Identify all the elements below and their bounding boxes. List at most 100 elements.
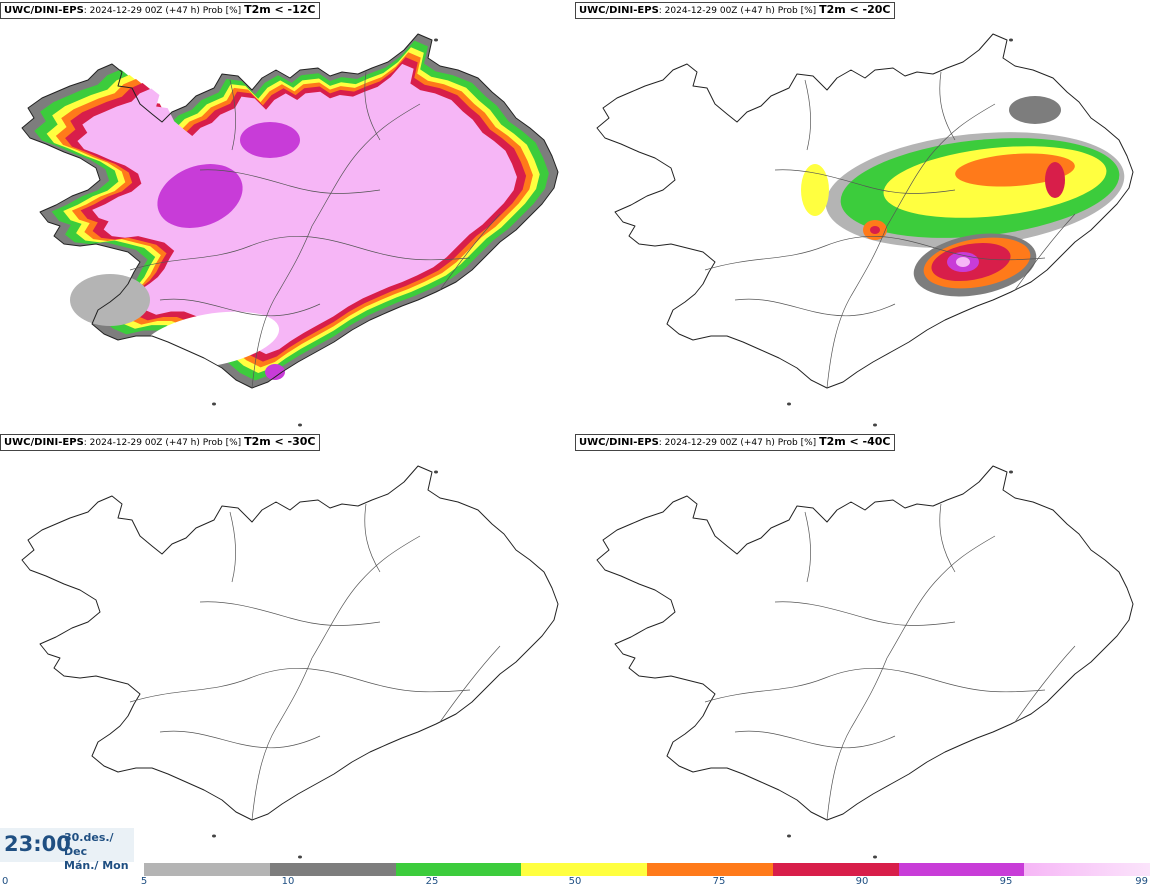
region-boundary xyxy=(199,601,381,626)
coastline-outline xyxy=(21,465,559,821)
run-info: 2024-12-29 00Z (+47 h) Prob [%] xyxy=(664,6,817,16)
colorbar-segment xyxy=(269,863,396,876)
colorbar-tick-label: 10 xyxy=(281,876,295,887)
date-label: 30.des./ Dec xyxy=(64,831,114,858)
colorbar-tick-label: 75 xyxy=(712,876,726,887)
probability-core xyxy=(276,168,324,192)
colorbar-segment xyxy=(898,863,1025,876)
colorbar-segment xyxy=(521,863,647,876)
model-name: UWC/DINI-EPS xyxy=(4,5,84,16)
probability-field xyxy=(801,96,1125,297)
colorbar-segment xyxy=(395,863,522,876)
run-info: 2024-12-29 00Z (+47 h) Prob [%] xyxy=(89,438,242,448)
region-boundary xyxy=(826,657,888,821)
island xyxy=(212,834,216,838)
region-boundary xyxy=(1014,645,1076,723)
coastline-outline xyxy=(596,33,1134,389)
region-boundary xyxy=(804,79,811,151)
threshold-label: T2m < -20C xyxy=(819,3,891,16)
day-label: Mán./ Mon xyxy=(64,859,129,872)
map-panel-minus30: UWC/DINI-EPS: 2024-12-29 00Z (+47 h) Pro… xyxy=(0,432,575,862)
coastline xyxy=(596,465,1134,859)
threshold-label: T2m < -12C xyxy=(244,3,316,16)
colorbar-segment xyxy=(144,863,270,876)
coastline xyxy=(21,465,559,859)
probability-core xyxy=(956,257,970,267)
colorbar-tick-label: 25 xyxy=(425,876,439,887)
colorbar-segment xyxy=(647,863,773,876)
island xyxy=(434,470,438,474)
panel-title: UWC/DINI-EPS: 2024-12-29 00Z (+47 h) Pro… xyxy=(575,2,895,19)
probability-core xyxy=(240,122,300,158)
probability-spot xyxy=(265,364,285,380)
region-boundary xyxy=(886,103,996,227)
region-boundary xyxy=(251,225,313,389)
region-boundary xyxy=(311,103,421,227)
run-info: 2024-12-29 00Z (+47 h) Prob [%] xyxy=(664,438,817,448)
valid-date: 30.des./ Dec Mán./ Mon xyxy=(64,831,134,873)
iceland-map xyxy=(21,465,559,859)
region-boundary xyxy=(229,79,236,151)
region-boundary xyxy=(129,235,471,271)
island xyxy=(1009,38,1013,42)
probability-patch xyxy=(870,226,880,234)
region-boundary xyxy=(804,511,811,583)
colorbar-ticks: 0 5 10 25 50 75 90 95 99 xyxy=(0,876,1150,891)
region-boundary xyxy=(199,169,381,194)
region-boundary xyxy=(886,535,996,659)
island xyxy=(212,402,216,406)
panel-title: UWC/DINI-EPS: 2024-12-29 00Z (+47 h) Pro… xyxy=(0,2,320,19)
region-boundary xyxy=(774,601,956,626)
region-boundary xyxy=(159,730,321,749)
colorbar-tick-label: 5 xyxy=(140,876,148,887)
region-boundary xyxy=(826,225,888,389)
region-boundary xyxy=(364,503,381,573)
region-boundary xyxy=(229,511,236,583)
panel-title: UWC/DINI-EPS: 2024-12-29 00Z (+47 h) Pro… xyxy=(575,434,895,451)
region-boundary xyxy=(129,667,471,703)
low-probability-area xyxy=(140,311,280,369)
island xyxy=(1009,470,1013,474)
model-name: UWC/DINI-EPS xyxy=(4,437,84,448)
region-boundary xyxy=(704,235,1046,271)
coastline-outline xyxy=(21,33,559,389)
threshold-label: T2m < -40C xyxy=(819,435,891,448)
colorbar xyxy=(144,863,1150,876)
map-panel-minus40: UWC/DINI-EPS: 2024-12-29 00Z (+47 h) Pro… xyxy=(575,432,1150,862)
colorbar-segment xyxy=(772,863,899,876)
valid-time-box: 23:00 30.des./ Dec Mán./ Mon xyxy=(0,828,134,872)
map-panel-minus20: UWC/DINI-EPS: 2024-12-29 00Z (+47 h) Pro… xyxy=(575,0,1150,430)
island xyxy=(298,855,302,859)
valid-time: 23:00 xyxy=(4,832,71,856)
region-boundary xyxy=(734,298,896,317)
region-boundary xyxy=(311,535,421,659)
probability-core xyxy=(157,164,243,228)
coastline-outline xyxy=(596,465,1134,821)
colorbar-tick-label: 99 xyxy=(1135,876,1148,887)
island xyxy=(787,402,791,406)
low-probability-area xyxy=(70,274,150,326)
colorbar-tick-label: 0 xyxy=(2,876,9,887)
colorbar-tick-label: 95 xyxy=(999,876,1013,887)
region-boundary xyxy=(1014,213,1076,291)
iceland-map xyxy=(596,33,1134,427)
coastline xyxy=(596,33,1134,427)
probability-patch xyxy=(1009,96,1061,124)
probability-patch xyxy=(1045,162,1065,198)
iceland-map xyxy=(21,33,559,427)
threshold-label: T2m < -30C xyxy=(244,435,316,448)
colorbar-segment xyxy=(1024,863,1150,876)
island xyxy=(298,423,302,427)
island xyxy=(787,834,791,838)
island xyxy=(434,38,438,42)
region-boundary xyxy=(734,730,896,749)
run-info: 2024-12-29 00Z (+47 h) Prob [%] xyxy=(89,6,242,16)
map-panel-minus12: UWC/DINI-EPS: 2024-12-29 00Z (+47 h) Pro… xyxy=(0,0,575,430)
region-boundary xyxy=(439,645,501,723)
island xyxy=(873,855,877,859)
probability-band xyxy=(955,153,1075,187)
region-boundary xyxy=(159,298,321,317)
region-boundary xyxy=(774,169,956,194)
coastline xyxy=(21,33,559,427)
colorbar-tick-label: 90 xyxy=(855,876,869,887)
